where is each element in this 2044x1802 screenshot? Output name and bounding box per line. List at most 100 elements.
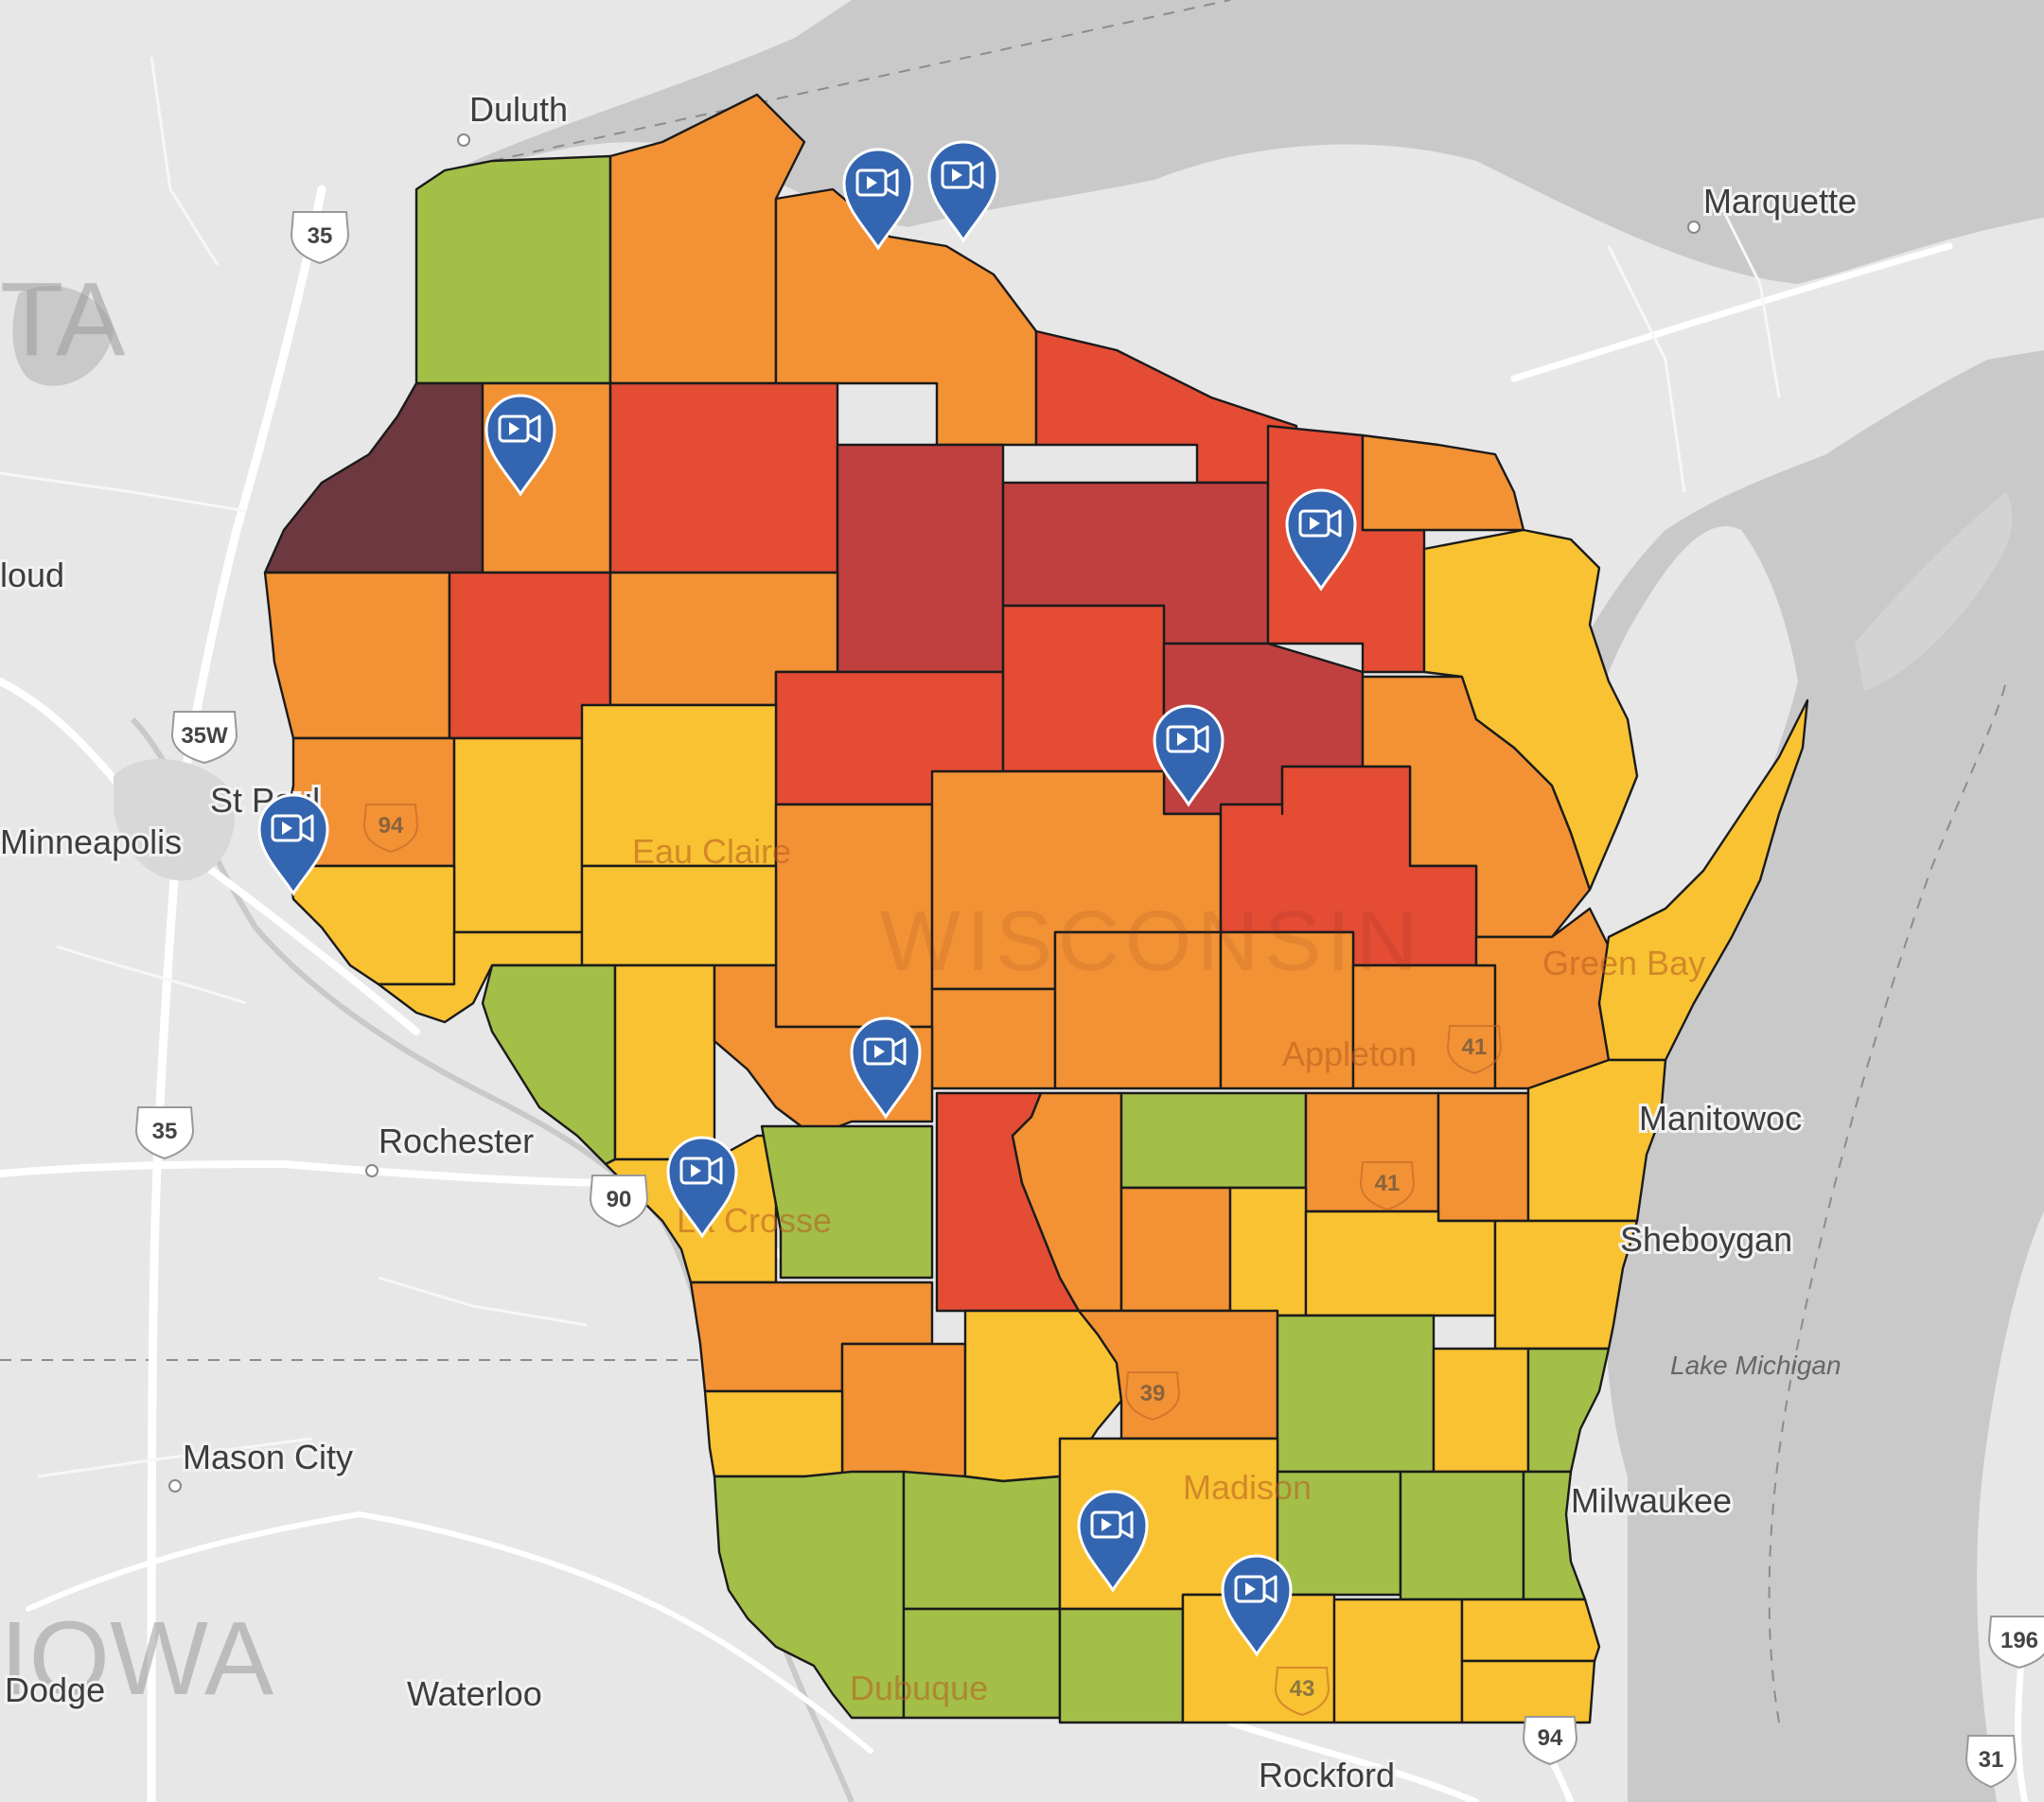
twin-cities-area	[114, 758, 235, 881]
map-pin-icon	[1153, 704, 1225, 807]
video-camera-icon	[863, 1037, 907, 1066]
county-marinette[interactable]	[1422, 528, 1639, 892]
video-marker-rock[interactable]	[1221, 1554, 1293, 1657]
shield-i41-appleton: 41	[1446, 1025, 1503, 1075]
city-manitowoc[interactable]: Manitowoc	[1636, 1096, 1805, 1140]
county-marquette[interactable]	[1119, 1186, 1232, 1313]
map-pin-icon	[257, 793, 329, 896]
video-marker-washburn[interactable]	[485, 394, 556, 497]
map-pin-icon	[850, 1016, 922, 1120]
shield-i35w: 35W	[170, 711, 238, 765]
county-washington[interactable]	[1432, 1347, 1530, 1474]
county-dunn[interactable]	[452, 736, 584, 934]
shield-i35-north: 35	[290, 211, 350, 265]
highway-shields: 35 35W 35 90 94 41 41 39	[134, 211, 2044, 1789]
city-green-bay[interactable]: Green Bay	[1542, 944, 1705, 982]
county-crawford[interactable]	[703, 1389, 844, 1478]
county-walworth[interactable]	[1332, 1598, 1464, 1724]
shield-icon	[1987, 1616, 2044, 1670]
city-marquette[interactable]: Marquette	[1700, 179, 1859, 223]
video-marker-vilas[interactable]	[1285, 488, 1357, 592]
county-fond-du-lac[interactable]	[1304, 1210, 1497, 1317]
county-richland[interactable]	[840, 1342, 967, 1478]
city-dubuque[interactable]: Dubuque	[850, 1669, 988, 1707]
city-minneapolis[interactable]: Minneapolis	[0, 820, 185, 864]
county-marinette-north[interactable]	[1361, 433, 1525, 532]
county-lincoln[interactable]	[1001, 604, 1166, 773]
michigan-island	[1855, 492, 2013, 691]
svg-text:35: 35	[152, 1119, 178, 1144]
county-monroe[interactable]	[760, 1124, 934, 1280]
lake-michigan	[1540, 350, 2044, 1802]
shield-icon	[1124, 1371, 1181, 1422]
city-dodge[interactable]: Dodge	[2, 1668, 108, 1712]
video-marker-la-crosse[interactable]	[666, 1136, 738, 1239]
county-green-lake[interactable]	[1228, 1186, 1308, 1317]
county-douglas[interactable]	[414, 154, 612, 385]
county-wood[interactable]	[930, 987, 1057, 1090]
mason-city-dot	[168, 1479, 182, 1493]
shield-i94-west: 94	[362, 804, 419, 854]
city-duluth[interactable]: Duluth	[467, 87, 571, 132]
map-pin-icon	[485, 394, 556, 497]
svg-text:41: 41	[1462, 1034, 1488, 1060]
mille-lacs-lake	[12, 286, 114, 386]
county-waukesha[interactable]	[1399, 1470, 1525, 1601]
video-marker-jackson[interactable]	[850, 1016, 922, 1120]
shield-i90: 90	[589, 1175, 649, 1228]
county-dodge[interactable]	[1276, 1314, 1436, 1474]
city-mason-city[interactable]: Mason City	[180, 1435, 356, 1479]
video-camera-icon	[941, 161, 984, 189]
city-waterloo[interactable]: Waterloo	[404, 1671, 545, 1716]
svg-text:94: 94	[1538, 1725, 1563, 1751]
county-green[interactable]	[1058, 1607, 1185, 1724]
county-eau-claire[interactable]	[580, 864, 778, 967]
county-racine[interactable]	[1460, 1598, 1601, 1663]
lake-michigan-label: Lake Michigan	[1670, 1351, 1841, 1380]
video-marker-ashland[interactable]	[842, 148, 914, 251]
city-madison[interactable]: Madison	[1183, 1468, 1312, 1507]
map-pin-icon	[927, 140, 999, 243]
city-eau-claire[interactable]: Eau Claire	[632, 832, 791, 871]
city-milwaukee[interactable]: Milwaukee	[1568, 1478, 1735, 1523]
marquette-dot	[1687, 221, 1700, 234]
county-sawyer[interactable]	[608, 381, 839, 574]
shield-i41-south: 41	[1359, 1161, 1416, 1211]
video-camera-icon	[271, 814, 314, 842]
county-kenosha[interactable]	[1460, 1659, 1596, 1724]
county-grant[interactable]	[713, 1470, 906, 1720]
map-pin-icon	[1285, 488, 1357, 592]
city-st-cloud[interactable]: loud	[0, 553, 67, 597]
county-waushara[interactable]	[1119, 1091, 1308, 1190]
shield-icon	[1359, 1161, 1416, 1211]
svg-text:35W: 35W	[181, 723, 228, 749]
county-iowa[interactable]	[902, 1470, 1062, 1611]
county-trempealeau[interactable]	[613, 963, 716, 1161]
shield-i39: 39	[1124, 1371, 1181, 1422]
video-marker-marathon[interactable]	[1153, 704, 1225, 807]
county-price[interactable]	[836, 443, 1005, 674]
duluth-dot	[457, 133, 470, 147]
city-appleton[interactable]: Appleton	[1282, 1034, 1417, 1073]
shield-us31: 31	[1965, 1735, 2018, 1789]
city-rockford[interactable]: Rockford	[1256, 1753, 1398, 1797]
shield-icon	[362, 804, 419, 854]
iowa-partial-label: IOWA	[0, 1600, 274, 1717]
video-marker-bayfield[interactable]	[927, 140, 999, 243]
map-pin-icon	[1221, 1554, 1293, 1657]
county-polk[interactable]	[263, 571, 451, 740]
svg-text:35: 35	[308, 223, 333, 249]
video-camera-icon	[1234, 1575, 1278, 1603]
video-camera-icon	[498, 415, 541, 443]
city-sheboygan[interactable]: Sheboygan	[1617, 1217, 1795, 1262]
lake-superior	[454, 0, 2044, 284]
svg-text:196: 196	[2000, 1628, 2038, 1653]
video-marker-st-croix[interactable]	[257, 793, 329, 896]
video-marker-dane[interactable]	[1077, 1490, 1149, 1593]
county-calumet[interactable]	[1436, 1091, 1530, 1223]
city-rochester[interactable]: Rochester	[376, 1119, 537, 1163]
county-pierce[interactable]	[287, 864, 456, 986]
county-winnebago[interactable]	[1304, 1091, 1440, 1213]
map-pin-icon	[842, 148, 914, 251]
